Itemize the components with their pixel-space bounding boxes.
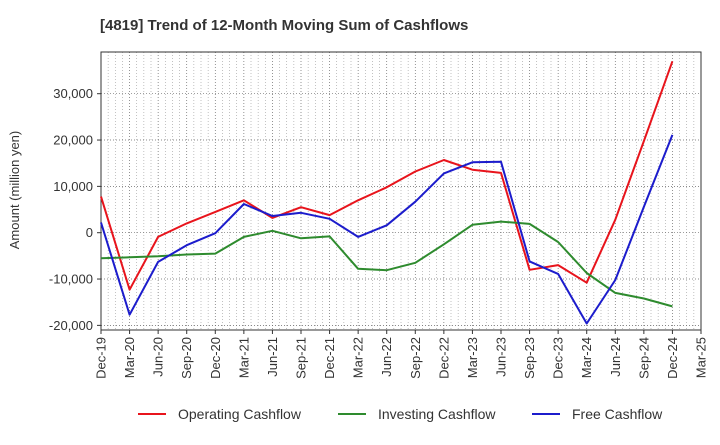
y-tick-label: 0	[86, 225, 93, 240]
legend-label: Operating Cashflow	[178, 406, 302, 422]
series-line-operating-cashflow	[100, 60, 674, 291]
x-tick-label: Jun-24	[608, 337, 623, 377]
x-tick-label: Dec-21	[322, 337, 337, 379]
chart-title: [4819] Trend of 12-Month Moving Sum of C…	[100, 17, 468, 34]
series-line-investing-cashflow	[100, 220, 673, 308]
x-tick-label: Mar-25	[694, 337, 709, 378]
axes: -20,000 -10,000 0 10,000 20,000 30,000 Dec-19 M…	[49, 51, 709, 379]
series-line-free-cashflow	[100, 134, 674, 325]
legend-label: Free Cashflow	[572, 406, 663, 422]
y-tick-label: -10,000	[49, 272, 93, 287]
x-tick-label: Sep-24	[636, 337, 651, 379]
y-tick-label: 30,000	[53, 86, 93, 101]
x-tick-label: Dec-22	[436, 337, 451, 379]
x-tick-label: Mar-24	[579, 337, 594, 378]
y-tick-label: -20,000	[49, 318, 93, 333]
y-axis-label: Amount (million yen)	[7, 131, 22, 250]
x-tick-label: Sep-22	[408, 337, 423, 379]
x-tick-label: Sep-20	[179, 337, 194, 379]
legend-label: Investing Cashflow	[378, 406, 496, 422]
x-tick-label: Sep-21	[294, 337, 309, 379]
grid-lines	[100, 52, 702, 330]
x-tick-label: Jun-20	[151, 337, 166, 377]
x-tick-label: Mar-23	[465, 337, 480, 378]
y-tick-label: 20,000	[53, 133, 93, 148]
series-lines	[100, 60, 674, 325]
x-tick-label: Jun-21	[265, 337, 280, 377]
legend: Operating Cashflow Investing Cashflow Free…	[138, 406, 663, 422]
x-tick-label: Jun-23	[494, 337, 509, 377]
x-tick-label: Mar-22	[351, 337, 366, 378]
plot-frame	[100, 51, 702, 331]
x-tick-label: Sep-23	[522, 337, 537, 379]
x-tick-label: Mar-21	[236, 337, 251, 378]
x-tick-label: Dec-24	[665, 337, 680, 379]
x-tick-label: Mar-20	[122, 337, 137, 378]
x-tick-label: Dec-23	[551, 337, 566, 379]
y-tick-label: 10,000	[53, 179, 93, 194]
x-tick-label: Dec-19	[94, 337, 109, 379]
x-tick-label: Jun-22	[379, 337, 394, 377]
x-tick-label: Dec-20	[208, 337, 223, 379]
